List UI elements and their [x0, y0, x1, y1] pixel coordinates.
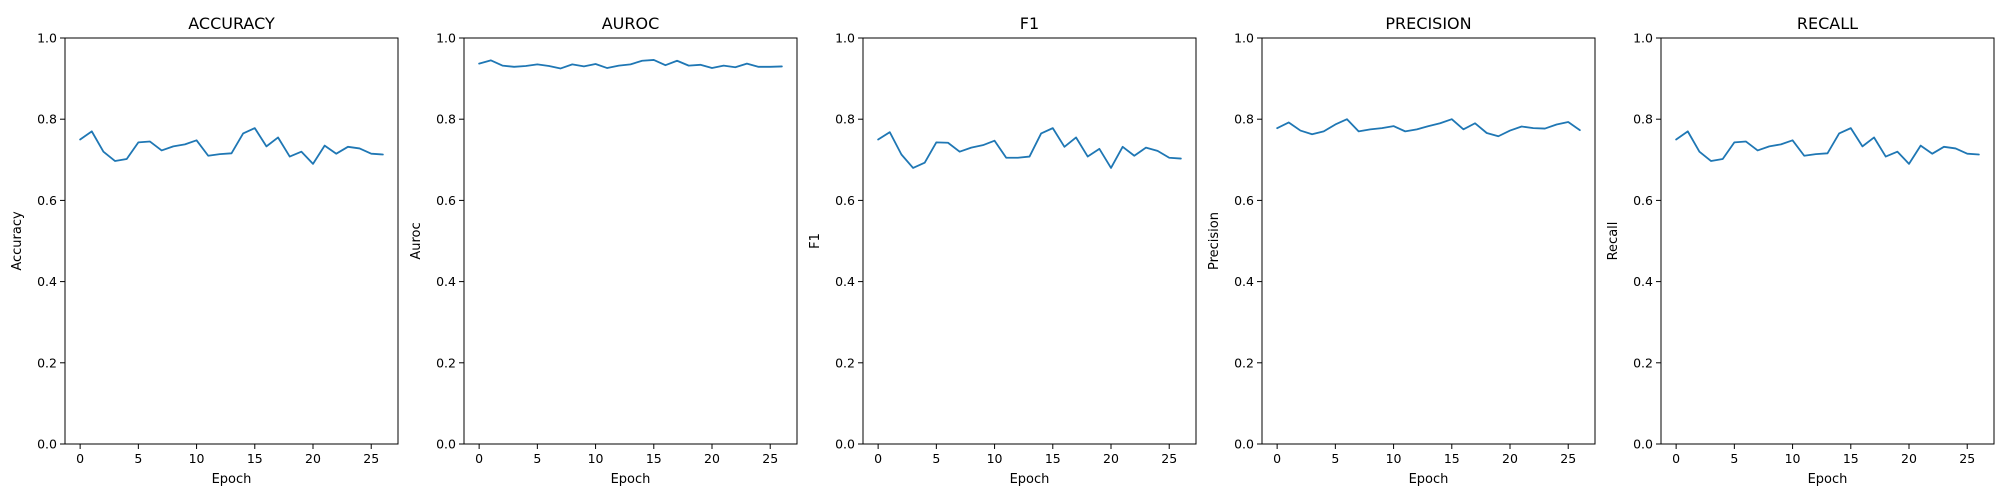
chart-3-x-tick-label: 15	[1444, 451, 1460, 466]
chart-1-y-tick-label: 0.0	[436, 437, 456, 452]
chart-0-y-tick-label: 0.6	[37, 193, 57, 208]
chart-3-y-tick-label: 1.0	[1234, 31, 1254, 46]
chart-4-title: RECALL	[1797, 14, 1858, 33]
chart-2-y-axis-label: F1	[808, 233, 823, 249]
chart-1-y-axis-label: Auroc	[409, 222, 424, 259]
chart-1-y-tick-label: 0.4	[436, 274, 456, 289]
chart-1-series-line	[478, 59, 783, 70]
chart-1-y-tick-label: 0.8	[436, 112, 456, 127]
chart-2-plot-frame	[862, 37, 1197, 445]
chart-0-plot-frame	[64, 37, 399, 445]
chart-4-y-tick-label: 0.0	[1633, 437, 1653, 452]
chart-1-y-tick-label: 0.6	[436, 193, 456, 208]
chart-1-x-tick-label: 25	[762, 451, 778, 466]
chart-2-series-line	[877, 127, 1182, 169]
chart-0-x-tick-label: 15	[247, 451, 263, 466]
chart-3-x-tick-label: 25	[1560, 451, 1576, 466]
chart-3-series-line	[1276, 118, 1581, 138]
chart-2-title: F1	[1020, 14, 1039, 33]
chart-4-y-axis-label: Recall	[1606, 222, 1621, 261]
chart-1-x-axis-label: Epoch	[611, 472, 651, 487]
chart-4-x-tick-label: 5	[1730, 451, 1738, 466]
chart-1-x-tick-label: 5	[533, 451, 541, 466]
chart-0-x-tick-label: 10	[189, 451, 205, 466]
chart-1-x-tick-label: 0	[475, 451, 483, 466]
chart-3-y-tick-label: 0.0	[1234, 437, 1254, 452]
chart-0-y-tick-label: 0.2	[37, 355, 57, 370]
chart-4-x-tick-label: 25	[1959, 451, 1975, 466]
chart-3-y-tick-label: 0.2	[1234, 355, 1254, 370]
chart-3-y-tick-label: 0.4	[1234, 274, 1254, 289]
chart-3-y-axis-label: Precision	[1207, 212, 1222, 270]
chart-4-y-tick-label: 0.8	[1633, 112, 1653, 127]
chart-0-series-line	[79, 127, 384, 165]
chart-4-series-line	[1675, 127, 1980, 165]
chart-3-plot-frame	[1261, 37, 1596, 445]
chart-2-y-tick-label: 0.0	[835, 437, 855, 452]
chart-1-x-tick-label: 20	[704, 451, 720, 466]
chart-3-y-tick-label: 0.8	[1234, 112, 1254, 127]
chart-2-x-tick-label: 10	[987, 451, 1003, 466]
chart-4-y-tick-label: 0.6	[1633, 193, 1653, 208]
chart-0-x-tick-label: 25	[363, 451, 379, 466]
chart-2-y-tick-label: 0.8	[835, 112, 855, 127]
chart-2-y-tick-label: 1.0	[835, 31, 855, 46]
chart-2-x-tick-label: 25	[1161, 451, 1177, 466]
chart-3-title: PRECISION	[1385, 14, 1471, 33]
chart-3-y-tick-label: 0.6	[1234, 193, 1254, 208]
chart-2-y-tick-label: 0.4	[835, 274, 855, 289]
chart-1-plot-frame	[463, 37, 798, 445]
chart-2-x-tick-label: 20	[1103, 451, 1119, 466]
chart-4-y-tick-label: 0.2	[1633, 355, 1653, 370]
chart-0-x-tick-label: 5	[134, 451, 142, 466]
chart-3-x-axis-label: Epoch	[1409, 472, 1449, 487]
chart-0-x-tick-label: 0	[76, 451, 84, 466]
chart-0-y-axis-label: Accuracy	[10, 211, 25, 271]
chart-2-y-tick-label: 0.2	[835, 355, 855, 370]
chart-3-x-tick-label: 5	[1331, 451, 1339, 466]
chart-4-x-axis-label: Epoch	[1808, 472, 1848, 487]
chart-0-y-tick-label: 0.0	[37, 437, 57, 452]
chart-0-y-tick-label: 0.8	[37, 112, 57, 127]
chart-3-x-tick-label: 10	[1386, 451, 1402, 466]
chart-2-x-tick-label: 15	[1045, 451, 1061, 466]
chart-4-plot-frame	[1660, 37, 1995, 445]
chart-4-x-tick-label: 0	[1672, 451, 1680, 466]
chart-1-x-tick-label: 15	[646, 451, 662, 466]
chart-3-x-tick-label: 20	[1502, 451, 1518, 466]
chart-3-x-tick-label: 0	[1273, 451, 1281, 466]
chart-4-y-tick-label: 1.0	[1633, 31, 1653, 46]
chart-2-y-tick-label: 0.6	[835, 193, 855, 208]
chart-0-y-tick-label: 1.0	[37, 31, 57, 46]
chart-2-x-tick-label: 5	[932, 451, 940, 466]
chart-4-y-tick-label: 0.4	[1633, 274, 1653, 289]
chart-1-y-tick-label: 0.2	[436, 355, 456, 370]
chart-4-x-tick-label: 20	[1901, 451, 1917, 466]
chart-2-x-tick-label: 0	[874, 451, 882, 466]
chart-0-y-tick-label: 0.4	[37, 274, 57, 289]
chart-0-title: ACCURACY	[188, 14, 275, 33]
chart-4-x-tick-label: 10	[1785, 451, 1801, 466]
chart-1-title: AUROC	[602, 14, 660, 33]
chart-0-x-axis-label: Epoch	[212, 472, 252, 487]
chart-1-y-tick-label: 1.0	[436, 31, 456, 46]
chart-2-x-axis-label: Epoch	[1010, 472, 1050, 487]
chart-1-x-tick-label: 10	[588, 451, 604, 466]
chart-0-x-tick-label: 20	[305, 451, 321, 466]
chart-4-x-tick-label: 15	[1843, 451, 1859, 466]
